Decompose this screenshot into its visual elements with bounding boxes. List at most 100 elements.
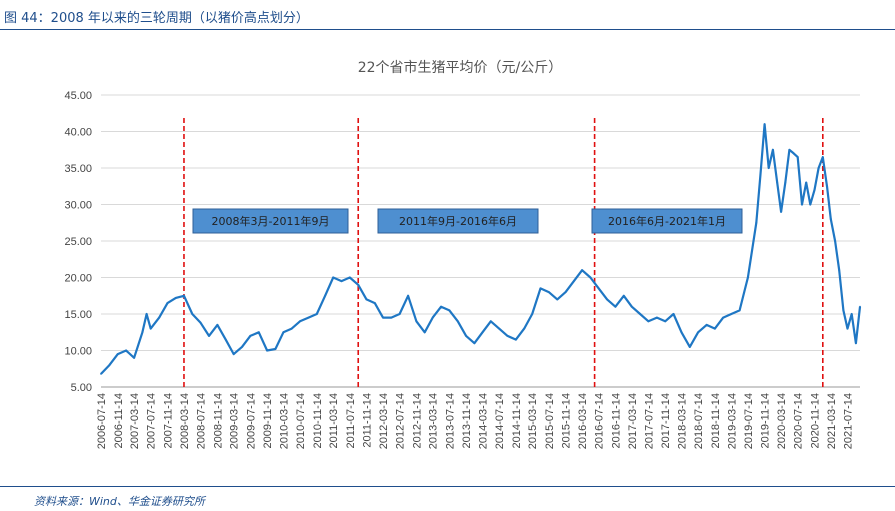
price-point [299, 320, 301, 323]
price-point [572, 280, 575, 283]
y-tick-label: 5.00 [71, 382, 92, 394]
price-point [133, 356, 136, 359]
price-point [224, 338, 227, 341]
x-tick-label: 2019-11-14 [760, 393, 772, 448]
price-point [788, 148, 791, 151]
x-tick-label: 2010-03-14 [278, 393, 290, 449]
price-point [730, 313, 733, 315]
figure-caption: 图 44：2008 年以来的三轮周期（以猪价高点划分） [4, 11, 309, 26]
price-point [801, 203, 803, 206]
price-point [257, 331, 260, 334]
price-point [834, 240, 836, 242]
x-tick-label: 2012-03-14 [378, 393, 390, 449]
x-tick-label: 2021-07-14 [842, 393, 854, 449]
x-tick-label: 2011-03-14 [328, 393, 340, 448]
chart-title: 22个省市生猪平均价（元/公斤） [358, 59, 563, 76]
x-tick-label: 2015-03-14 [527, 393, 539, 449]
price-point [465, 335, 468, 337]
price-point [241, 345, 243, 348]
price-point [456, 320, 459, 323]
price-point [100, 372, 102, 375]
x-tick-label: 2008-03-14 [179, 393, 191, 449]
y-tick-label: 10.00 [64, 346, 92, 358]
x-tick-label: 2013-03-14 [428, 393, 440, 449]
period-label: 2016年6月-2021年1月 [608, 214, 726, 228]
price-point [307, 316, 310, 319]
price-point [780, 210, 783, 213]
x-tick-label: 2009-11-14 [262, 393, 274, 448]
y-tick-label: 35.00 [64, 163, 92, 175]
price-point [630, 305, 633, 308]
price-point [846, 327, 849, 330]
x-tick-label: 2016-03-14 [577, 393, 589, 449]
price-point [796, 156, 799, 158]
price-point [145, 313, 148, 315]
x-tick-label: 2019-03-14 [726, 393, 738, 449]
price-point [805, 181, 808, 184]
price-point [431, 316, 434, 319]
y-tick-label: 15.00 [64, 309, 92, 321]
x-tick-label: 2008-07-14 [196, 393, 208, 449]
price-point [809, 203, 812, 206]
price-point [324, 294, 327, 297]
price-point [216, 324, 219, 326]
price-point [772, 148, 774, 151]
y-tick-label: 25.00 [64, 236, 92, 248]
price-point [514, 338, 517, 341]
source-note: 资料来源：Wind、华金证券研究所 [34, 495, 205, 508]
x-tick-label: 2017-07-14 [643, 393, 655, 449]
x-tick-label: 2016-11-14 [610, 393, 622, 448]
price-point [365, 298, 368, 301]
price-point [174, 297, 177, 299]
price-point [655, 316, 658, 319]
y-tick-label: 40.00 [64, 127, 92, 139]
x-tick-label: 2017-11-14 [660, 393, 672, 448]
x-tick-label: 2007-07-14 [146, 393, 158, 449]
price-point [373, 302, 376, 304]
price-point [116, 353, 119, 356]
price-point [398, 313, 401, 315]
price-point [850, 313, 853, 315]
price-point [332, 276, 335, 279]
period-box [192, 208, 349, 234]
price-point [714, 327, 716, 330]
price-point [821, 156, 824, 158]
price-point [581, 269, 583, 272]
price-point [523, 327, 526, 330]
price-point [249, 335, 252, 337]
price-point [125, 349, 127, 352]
price-point [664, 320, 667, 323]
price-line [100, 123, 862, 375]
price-point [614, 305, 617, 308]
x-tick-label: 2020-07-14 [793, 393, 805, 449]
price-point [556, 298, 559, 301]
x-tick-label: 2020-03-14 [776, 393, 788, 449]
price-point [639, 313, 642, 315]
price-point [767, 167, 770, 169]
price-point [266, 349, 268, 352]
price-point [784, 181, 787, 184]
price-point [680, 331, 683, 334]
price-point [564, 291, 567, 293]
price-point [141, 331, 144, 334]
x-tick-label: 2013-07-14 [444, 393, 456, 449]
price-point [855, 342, 857, 345]
price-point [826, 185, 828, 188]
price-point [473, 342, 476, 345]
x-tick-label: 2016-07-14 [594, 393, 606, 449]
x-tick-label: 2014-11-14 [511, 393, 523, 448]
x-tick-label: 2006-07-14 [96, 393, 108, 449]
period-label: 2011年9月-2016年6月 [399, 214, 517, 228]
x-tick-label: 2009-07-14 [245, 393, 257, 449]
price-point [415, 320, 418, 323]
price-point [274, 348, 277, 350]
price-point [539, 287, 542, 290]
x-tick-label: 2012-11-14 [411, 393, 423, 448]
price-point [423, 331, 426, 334]
price-point [208, 335, 210, 337]
x-tick-label: 2006-11-14 [113, 393, 125, 448]
price-point [183, 294, 185, 297]
price-point [506, 335, 509, 337]
x-tick-label: 2011-07-14 [345, 393, 357, 448]
price-point [792, 152, 795, 155]
